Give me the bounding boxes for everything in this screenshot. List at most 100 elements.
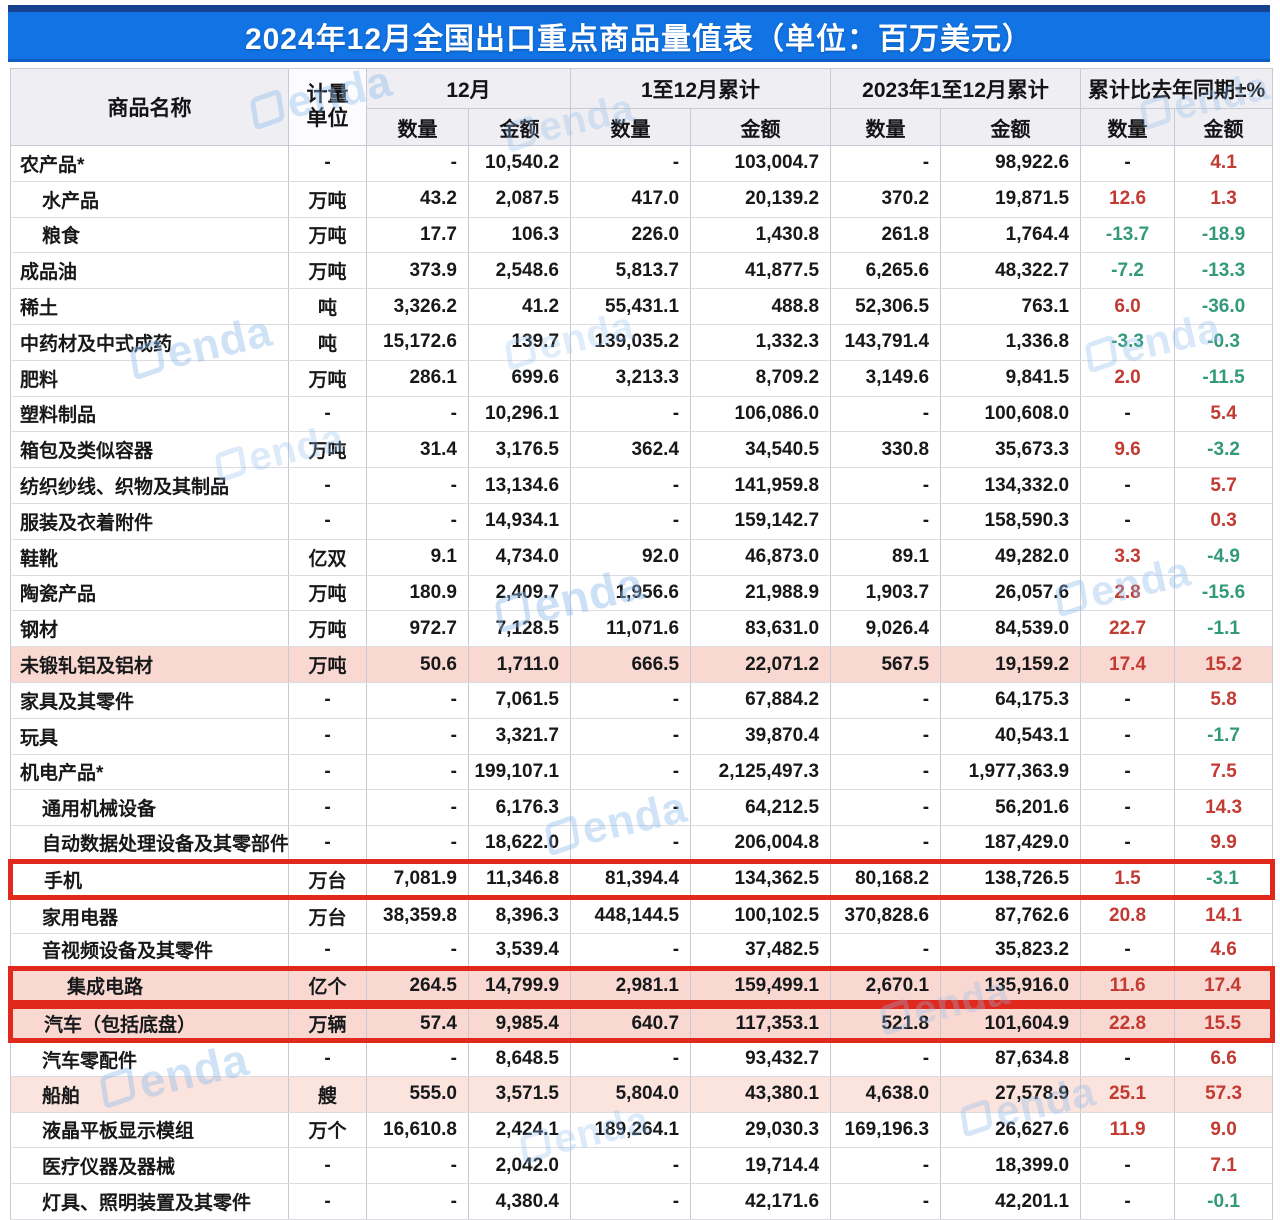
cell-unit: 万吨 — [288, 217, 367, 254]
cell-december-quantity: - — [366, 718, 469, 755]
cell-yoy-quantity-pct: -7.2 — [1080, 252, 1175, 290]
cell-yoy-value-pct: -3.1 — [1174, 858, 1276, 900]
cell-yoy-quantity-pct: - — [1080, 682, 1175, 719]
cell-yoy-value-pct: -13.3 — [1174, 252, 1273, 290]
cell-cumulative-quantity: - — [570, 1147, 691, 1185]
table-row: 水产品 万吨 43.2 2,087.5 417.0 20,139.2 370.2 19,871… — [10, 181, 1273, 218]
cell-december-quantity: 264.5 — [366, 966, 469, 1008]
cell-commodity-name: 灯具、照明装置及其零件 — [10, 1183, 289, 1220]
subcol-cumulative-quantity: 数量 — [570, 108, 692, 146]
cell-2023-value: 763.1 — [940, 288, 1081, 325]
table-row: 纺织纱线、织物及其制品 - -13,134.6-141,959.8-134,332.… — [10, 467, 1273, 504]
subcol-2023-quantity: 数量 — [830, 108, 942, 146]
cell-december-quantity: 7,081.9 — [366, 858, 469, 900]
cell-yoy-quantity-pct: 2.0 — [1080, 360, 1175, 397]
cell-2023-quantity: 2,670.1 — [830, 966, 941, 1008]
cell-commodity-name: 汽车零配件 — [10, 1040, 289, 1077]
cell-2023-quantity: 80,168.2 — [830, 858, 941, 900]
cell-yoy-quantity-pct: 9.6 — [1080, 431, 1175, 469]
cell-yoy-value-pct: 7.5 — [1174, 754, 1273, 791]
cell-yoy-quantity-pct: 17.4 — [1080, 646, 1175, 683]
cell-yoy-value-pct: 5.8 — [1174, 682, 1273, 719]
subcol-december-quantity: 数量 — [366, 108, 469, 146]
table-row: 农产品* - -10,540.2-103,004.7-98,922.6-4.1 — [10, 145, 1273, 182]
cell-2023-value: 87,634.8 — [940, 1040, 1081, 1077]
cell-december-value: 14,934.1 — [467, 503, 571, 540]
cell-yoy-quantity-pct: - — [1080, 396, 1175, 433]
cell-unit: 万吨 — [288, 360, 367, 397]
cell-cumulative-quantity: 81,394.4 — [570, 858, 691, 900]
cell-yoy-quantity-pct: - — [1080, 933, 1175, 970]
col-header-unit: 计量 单位 — [288, 68, 367, 146]
cell-cumulative-value: 2,125,497.3 — [690, 754, 831, 791]
table-row: 自动数据处理设备及其零部件 - -18,622.0-206,004.8-187,42… — [10, 825, 1273, 862]
cell-yoy-value-pct: -18.9 — [1174, 217, 1273, 254]
cell-yoy-quantity-pct: 11.6 — [1080, 966, 1175, 1008]
table-row: 稀土吨 3,326.2 41.2 55,431.1 488.8 52,306.5 763.1… — [10, 288, 1273, 325]
cell-december-quantity: 38,359.8 — [366, 897, 469, 934]
cell-2023-value: 98,922.6 — [940, 145, 1081, 182]
cell-yoy-quantity-pct: - — [1080, 789, 1175, 827]
cell-december-value: 199,107.1 — [467, 754, 571, 791]
cell-cumulative-value: 43,380.1 — [690, 1076, 831, 1113]
cell-cumulative-quantity: - — [570, 1183, 691, 1220]
cell-cumulative-quantity: - — [570, 682, 691, 719]
cell-yoy-value-pct: 7.1 — [1174, 1147, 1273, 1185]
cell-2023-value: 1,977,363.9 — [940, 754, 1081, 791]
cell-2023-quantity: - — [830, 1040, 941, 1077]
cell-cumulative-quantity: 640.7 — [570, 1000, 691, 1043]
cell-yoy-value-pct: 14.3 — [1174, 789, 1273, 827]
cell-yoy-quantity-pct: 22.8 — [1080, 1000, 1175, 1043]
cell-yoy-value-pct: -1.1 — [1174, 610, 1273, 648]
cell-cumulative-quantity: 92.0 — [570, 539, 691, 576]
cell-yoy-value-pct: -11.5 — [1174, 360, 1273, 397]
cell-commodity-name: 液晶平板显示模组 — [10, 1112, 289, 1149]
cell-yoy-value-pct: 15.2 — [1174, 646, 1273, 683]
cell-unit: - — [288, 825, 367, 862]
cell-cumulative-value: 39,870.4 — [690, 718, 831, 755]
cell-yoy-value-pct: 9.0 — [1174, 1112, 1273, 1149]
cell-yoy-value-pct: -4.9 — [1174, 539, 1273, 576]
cell-yoy-quantity-pct: -13.7 — [1080, 217, 1175, 254]
cell-december-quantity: 57.4 — [366, 1000, 469, 1043]
cell-december-quantity: 373.9 — [366, 252, 469, 290]
table-row: 塑料制品 - -10,296.1-106,086.0-100,608.0-5.4 — [10, 396, 1273, 433]
cell-commodity-name: 玩具 — [10, 718, 289, 755]
cell-december-quantity: 43.2 — [366, 181, 469, 218]
cell-cumulative-value: 106,086.0 — [690, 396, 831, 433]
cell-cumulative-value: 134,362.5 — [690, 858, 831, 900]
cell-2023-quantity: - — [830, 1147, 941, 1185]
cell-unit: 万吨 — [288, 575, 367, 612]
cell-yoy-value-pct: -0.3 — [1174, 324, 1273, 361]
cell-2023-quantity: 1,903.7 — [830, 575, 941, 612]
cell-december-value: 9,985.4 — [467, 1000, 571, 1043]
table-row: 通用机械设备 - -6,176.3-64,212.5-56,201.6-14.3 — [10, 789, 1273, 827]
cell-cumulative-quantity: 1,956.6 — [570, 575, 691, 612]
subcol-cumulative-value: 金额 — [690, 108, 832, 146]
cell-commodity-name: 船舶 — [10, 1076, 289, 1113]
cell-december-value: 3,176.5 — [467, 431, 571, 469]
cell-december-quantity: - — [366, 789, 469, 827]
cell-2023-quantity: - — [830, 1183, 941, 1220]
cell-cumulative-quantity: - — [570, 789, 691, 827]
cell-december-value: 41.2 — [467, 288, 571, 325]
cell-2023-value: 87,762.6 — [940, 897, 1081, 934]
table-row: 集成电路 亿个 264.5 14,799.9 2,981.1 159,499.1 2,670… — [8, 966, 1276, 1008]
cell-unit: - — [288, 933, 367, 970]
cell-yoy-quantity-pct: 2.8 — [1080, 575, 1175, 612]
cell-cumulative-value: 103,004.7 — [690, 145, 831, 182]
col-group-jan-dec-cumulative: 1至12月累计 — [570, 68, 832, 109]
cell-2023-quantity: - — [830, 933, 941, 970]
cell-commodity-name: 水产品 — [10, 181, 289, 218]
cell-2023-quantity: 169,196.3 — [830, 1112, 941, 1149]
cell-2023-quantity: - — [830, 396, 941, 433]
cell-2023-quantity: - — [830, 825, 941, 862]
cell-december-value: 106.3 — [467, 217, 571, 254]
cell-december-quantity: 972.7 — [366, 610, 469, 648]
cell-2023-value: 26,627.6 — [940, 1112, 1081, 1149]
title-bar: 2024年12月全国出口重点商品量值表（单位：百万美元） — [8, 5, 1270, 62]
cell-2023-value: 9,841.5 — [940, 360, 1081, 397]
cell-unit: - — [288, 718, 367, 755]
cell-cumulative-value: 42,171.6 — [690, 1183, 831, 1220]
